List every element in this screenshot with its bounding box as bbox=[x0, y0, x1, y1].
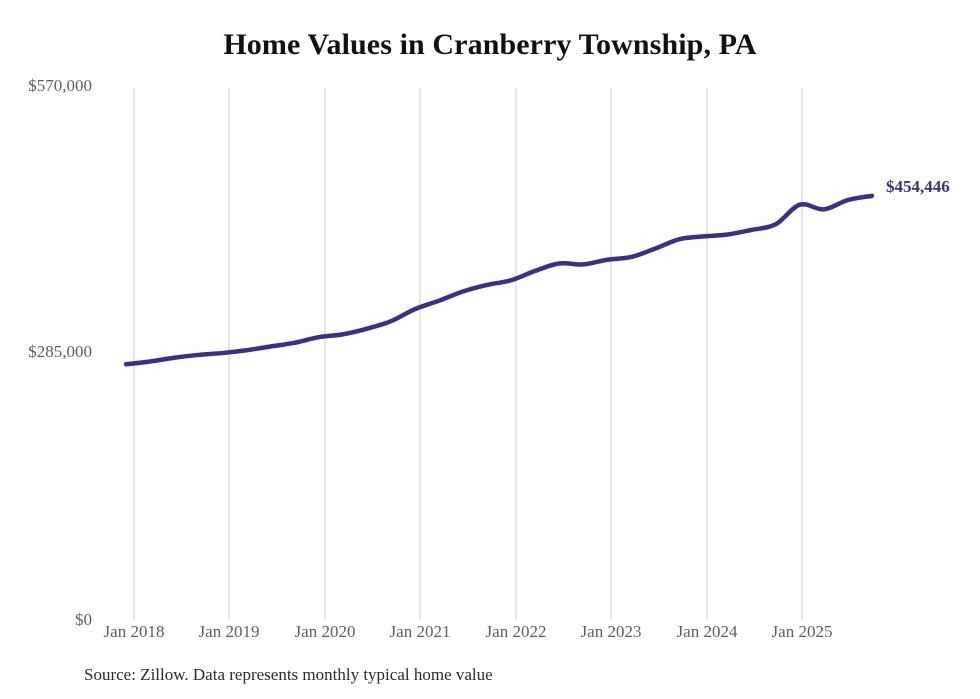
x-axis-tick-jan-2021: Jan 2021 bbox=[389, 622, 451, 641]
y-axis-tick-bottom: $0 bbox=[75, 610, 92, 629]
y-axis-tick-top: $570,000 bbox=[28, 76, 92, 95]
home-value-series-line bbox=[123, 193, 875, 367]
source-note: Source: Zillow. Data represents monthly … bbox=[84, 665, 493, 684]
x-axis-tick-jan-2019: Jan 2019 bbox=[198, 622, 260, 641]
y-axis-reference-label: $285,000 bbox=[28, 342, 92, 361]
x-axis-tick-jan-2020: Jan 2020 bbox=[294, 622, 356, 641]
x-axis-tick-jan-2023: Jan 2023 bbox=[580, 622, 642, 641]
chart-title: Home Values in Cranberry Township, PA bbox=[223, 28, 757, 61]
x-axis-tick-jan-2024: Jan 2024 bbox=[676, 622, 738, 641]
x-axis-tick-jan-2018: Jan 2018 bbox=[103, 622, 165, 641]
x-axis-tick-jan-2025: Jan 2025 bbox=[771, 622, 833, 641]
x-axis-tick-jan-2022: Jan 2022 bbox=[485, 622, 547, 641]
end-value-label: $454,446 bbox=[886, 177, 950, 196]
